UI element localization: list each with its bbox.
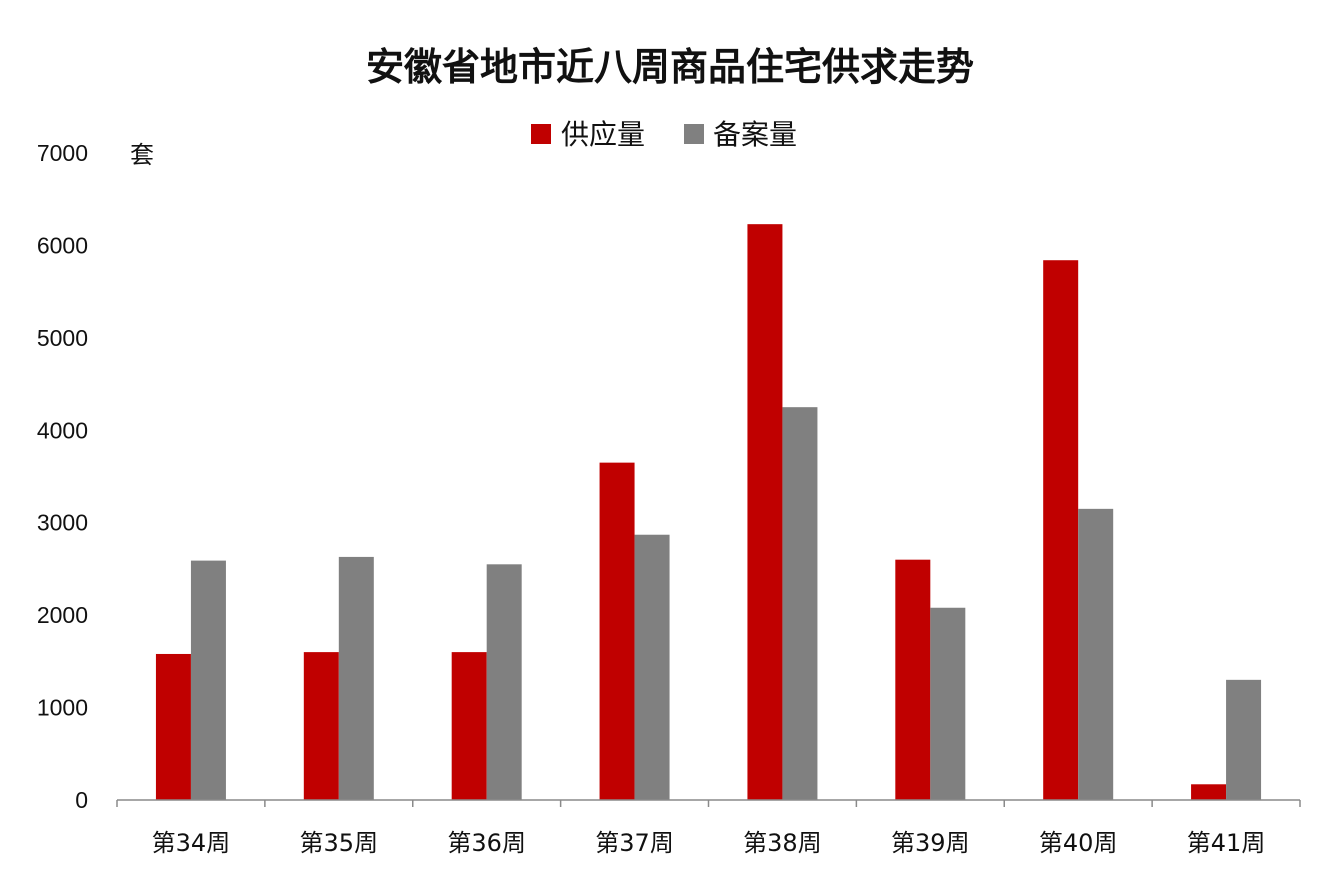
legend-swatch-2 <box>684 124 704 144</box>
legend-label-2: 备案量 <box>713 118 797 151</box>
y-tick-label: 0 <box>75 787 88 813</box>
y-tick-label: 1000 <box>37 695 88 721</box>
y-tick-label: 7000 <box>37 140 88 166</box>
bar-filing-7 <box>1078 508 1114 800</box>
x-axis <box>116 799 1301 807</box>
y-tick-label: 5000 <box>37 325 88 351</box>
legend-swatch-1 <box>531 124 551 144</box>
bar-supply-3 <box>451 652 487 800</box>
x-tick-label: 第41周 <box>1187 829 1266 857</box>
bar-filing-1 <box>190 560 226 800</box>
bar-filing-2 <box>338 556 374 800</box>
bar-filing-8 <box>1226 679 1262 800</box>
x-tick-label: 第40周 <box>1039 829 1118 857</box>
bar-filing-3 <box>486 564 522 800</box>
bar-filing-6 <box>930 607 966 800</box>
y-tick-label: 3000 <box>37 510 88 536</box>
x-tick-label: 第34周 <box>152 829 231 857</box>
bar-filing-5 <box>782 407 818 800</box>
bar-supply-1 <box>155 653 191 800</box>
x-tick-label: 第37周 <box>595 829 674 857</box>
x-axis-ticks: 第34周 第35周 第36周 第37周 第38周 第39周 第40周 第41周 <box>152 829 1266 857</box>
x-tick-label: 第38周 <box>743 829 822 857</box>
chart-title: 安徽省地市近八周商品住宅供求走势 <box>366 45 974 89</box>
y-tick-label: 2000 <box>37 602 88 628</box>
bar-supply-5 <box>747 224 783 801</box>
bar-filing-4 <box>634 534 670 800</box>
x-tick-label: 第35周 <box>300 829 379 857</box>
y-tick-label: 6000 <box>37 232 88 258</box>
bar-supply-8 <box>1191 784 1227 800</box>
x-tick-label: 第36周 <box>447 829 526 857</box>
legend-label-1: 供应量 <box>561 118 645 151</box>
bars <box>155 224 1262 801</box>
y-axis-ticks: 0 1000 2000 3000 4000 5000 6000 7000 <box>37 140 88 813</box>
legend: 供应量 备案量 <box>531 118 797 151</box>
y-tick-label: 4000 <box>37 417 88 443</box>
bar-supply-6 <box>895 559 931 800</box>
y-axis-unit-label: 套 <box>130 141 154 169</box>
bar-supply-4 <box>599 462 635 800</box>
x-tick-label: 第39周 <box>891 829 970 857</box>
bar-supply-2 <box>303 652 339 800</box>
bar-supply-7 <box>1043 260 1079 800</box>
